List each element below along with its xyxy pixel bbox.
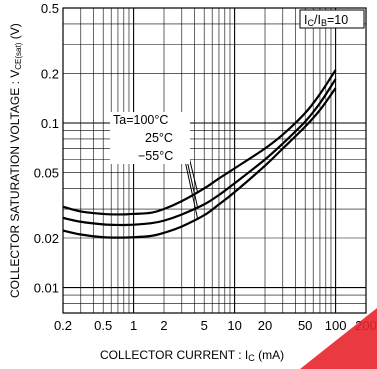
condition-label: IC/IB=10 [304,13,348,28]
x-tick-label: 10 [227,318,241,333]
major-grid [63,8,366,313]
x-tick-labels: 0.20.5125102050100200 [54,318,377,333]
series-label-bg [110,112,190,164]
x-axis-title: COLLECTOR CURRENT : IC (mA) [100,348,284,363]
y-tick-label: 0.2 [41,66,59,81]
y-tick-label: 0.5 [41,1,59,16]
minor-grid [62,7,367,314]
x-tick-label: 0.2 [54,318,72,333]
x-tick-label: 5 [201,318,208,333]
condition-box [299,9,365,29]
series-layer [62,69,337,239]
x-tick-label: 1 [130,318,137,333]
plot-frame [62,7,367,314]
leader-line [183,155,199,219]
y-tick-label: 0.01 [34,281,59,296]
x-tick-label: 20 [258,318,272,333]
y-tick-label: 0.05 [34,166,59,181]
x-tick-label: 50 [298,318,312,333]
series-label-100c: Ta=100°C [113,113,168,127]
y-axis-title: COLLECTOR SATURATION VOLTAGE : VCE(sat) … [8,23,23,298]
corner-decoration [300,308,377,369]
series-line-0 [62,69,337,216]
series-label-minus55c: −55°C [138,149,173,163]
y-tick-label: 0.02 [34,231,59,246]
x-tick-label: 0.5 [94,318,112,333]
series-line-1 [62,78,337,227]
y-tick-labels: 0.01 0.02 0.05 0.1 0.2 0.5 [34,1,59,296]
series-line-2 [62,87,337,239]
x-tick-label: 100 [325,318,347,333]
x-tick-label: 2 [160,318,167,333]
y-tick-label: 0.1 [41,116,59,131]
series-label-25c: 25°C [145,131,173,145]
